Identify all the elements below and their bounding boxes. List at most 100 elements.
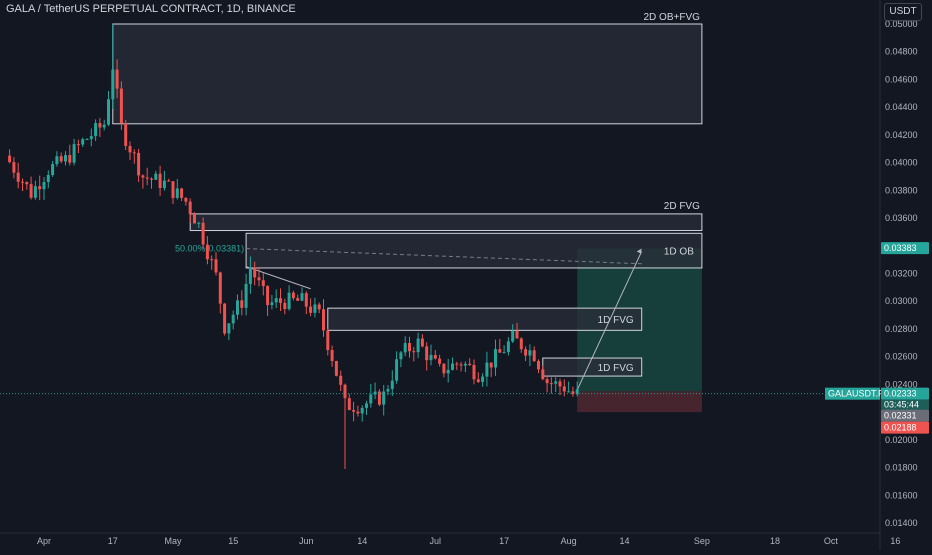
x-tick-label: Sep: [694, 536, 710, 546]
x-tick-label: Apr: [37, 536, 51, 546]
candle-body: [408, 343, 411, 352]
candle-body: [59, 156, 63, 162]
candle-body: [33, 186, 37, 198]
stop-price-tag-bg: [881, 421, 929, 434]
x-tick-label: 17: [499, 536, 509, 546]
candle-body: [184, 197, 188, 202]
candle-body: [476, 379, 480, 382]
y-tick-label: 0.03000: [885, 296, 918, 306]
candle-body: [55, 156, 59, 165]
candle-body: [412, 351, 416, 353]
y-tick-label: 0.03800: [885, 185, 918, 195]
candle-body: [528, 350, 532, 356]
candle-body: [244, 283, 248, 308]
currency-button[interactable]: USDT: [884, 3, 922, 21]
candle-body: [326, 330, 330, 351]
candle-body: [442, 363, 446, 374]
zone-box: [327, 307, 643, 331]
x-tick-label: 17: [108, 536, 118, 546]
x-tick-label: Oct: [824, 536, 839, 546]
candle-body: [451, 363, 454, 370]
candle-body: [489, 362, 493, 368]
candle-body: [511, 330, 515, 342]
candle-body: [8, 155, 12, 163]
candle-body: [296, 298, 300, 301]
countdown-label: 03:45:44: [884, 400, 919, 410]
candle-body: [171, 181, 175, 198]
candle-body: [261, 280, 265, 287]
stop-zone: [577, 391, 702, 413]
last-price-tag: 0.02333: [884, 389, 917, 399]
candle-body: [524, 349, 528, 356]
candle-body: [519, 338, 523, 350]
y-tick-label: 0.04400: [885, 102, 918, 112]
candle-body: [485, 362, 489, 377]
y-tick-label: 0.01800: [885, 463, 918, 473]
candle-body: [554, 381, 558, 384]
candle-body: [352, 410, 356, 412]
candle-body: [111, 69, 115, 100]
candle-body: [102, 124, 106, 128]
candle-body: [545, 379, 549, 384]
candle-body: [347, 398, 351, 411]
zone-label: 2D OB+FVG: [643, 12, 700, 23]
x-tick-label: Jun: [299, 536, 314, 546]
zones-layer: 2D OB+FVG 2D FVG 1D OB 1D FVG 1D FVG: [112, 12, 703, 413]
fib-dashed-line: [246, 248, 642, 265]
candle-body: [248, 267, 252, 284]
candle-body: [64, 155, 67, 162]
target-price-tag-bg: [881, 242, 929, 255]
candle-body: [317, 304, 321, 310]
candle-body: [162, 180, 166, 189]
candle-body: [231, 314, 235, 324]
candle-body: [188, 201, 192, 214]
candle-body: [399, 352, 403, 360]
candle-body: [425, 346, 429, 361]
x-tick-label: Aug: [561, 536, 577, 546]
candle-body: [360, 407, 364, 414]
candle-body: [515, 330, 519, 339]
candle-body: [429, 355, 433, 361]
candle-body: [98, 123, 102, 128]
candle-body: [567, 391, 571, 393]
candle-body: [455, 363, 459, 365]
candle-body: [266, 286, 270, 306]
candle-body: [343, 384, 347, 399]
candle-body: [145, 177, 149, 179]
countdown-bg: [881, 399, 929, 410]
y-tick-label: 0.02600: [885, 352, 918, 362]
candle-body: [218, 272, 222, 304]
zone-label: 1D FVG: [598, 315, 634, 326]
drawings-layer: 50.00%(0.03381): [175, 243, 643, 391]
candles-layer: [8, 24, 579, 469]
last-price-tag-bg: [881, 387, 929, 400]
candle-body: [205, 244, 209, 260]
y-tick-label: 0.03200: [885, 269, 918, 279]
candle-body: [38, 186, 42, 190]
candle-body: [81, 139, 85, 145]
candle-body: [137, 152, 141, 176]
x-tick-label: Jul: [430, 536, 442, 546]
x-tick-label: 15: [228, 536, 238, 546]
candle-body: [42, 182, 46, 190]
y-tick-label: 0.04200: [885, 130, 918, 140]
candle-body: [253, 267, 257, 278]
candle-body: [373, 391, 377, 395]
zone-label: 2D FVG: [664, 201, 700, 212]
candle-body: [571, 391, 575, 395]
candle-body: [386, 388, 390, 392]
projection-arrow-head: [636, 248, 642, 254]
candle-body: [132, 152, 136, 154]
candle-body: [541, 369, 545, 380]
candle-body: [29, 184, 33, 198]
candle-body: [416, 338, 420, 353]
candle-body: [369, 394, 373, 404]
candle-body: [180, 188, 184, 198]
candle-body: [459, 364, 463, 366]
candle-body: [16, 172, 20, 182]
candle-body: [433, 355, 437, 359]
candle-body: [446, 369, 450, 374]
candle-body: [313, 304, 317, 313]
